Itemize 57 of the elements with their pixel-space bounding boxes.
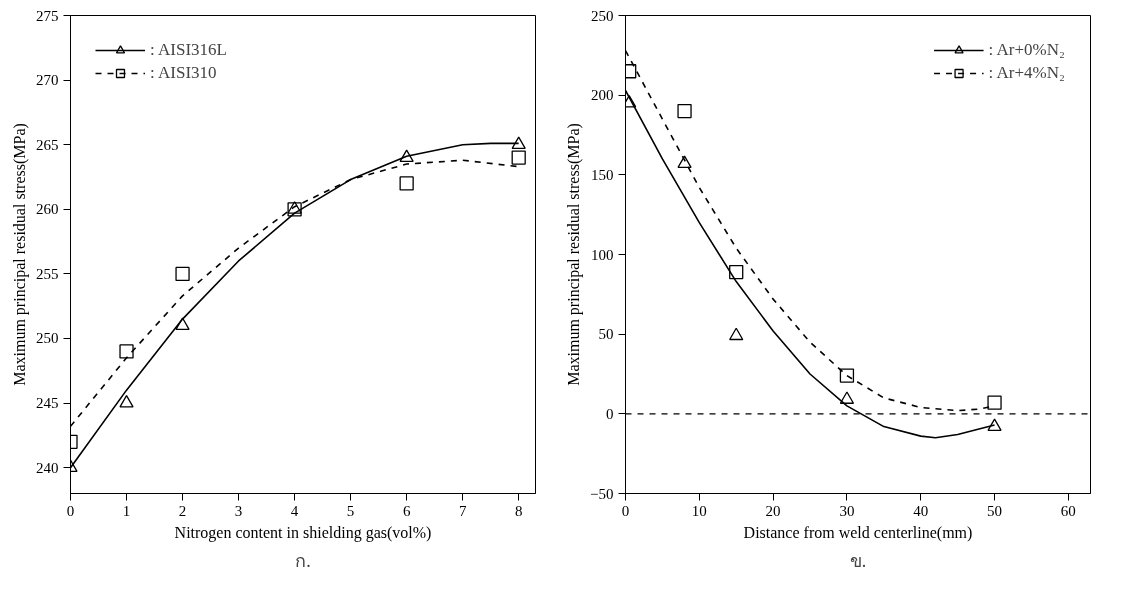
legend-label: : AISI316L xyxy=(150,40,227,60)
point xyxy=(729,264,744,280)
y-tick-label: 0 xyxy=(606,405,614,422)
point xyxy=(119,344,134,359)
x-tick-label: 3 xyxy=(234,502,243,519)
y-tick-label: 50 xyxy=(598,326,614,343)
x-tick-label: 10 xyxy=(691,502,707,519)
x-tick-label: 0 xyxy=(66,502,75,519)
y-tick-label: 275 xyxy=(36,7,59,24)
text: ก. xyxy=(295,550,311,571)
x-axis-title: Distance from weld centerline(mm) xyxy=(743,523,973,542)
point xyxy=(839,368,855,383)
x-tick-label: 40 xyxy=(913,502,929,519)
y-tick-label: 240 xyxy=(36,459,59,476)
y-tick-label: 100 xyxy=(591,246,614,263)
x-tick-label: 6 xyxy=(402,502,411,519)
x-tick-label: 8 xyxy=(514,502,523,519)
point xyxy=(839,391,855,404)
x-axis-title: Nitrogen content in shielding gas(vol%) xyxy=(174,523,432,542)
point xyxy=(511,150,526,165)
point xyxy=(729,327,744,341)
point xyxy=(175,266,190,282)
legend-label: : Ar+4%N₂ xyxy=(988,63,1065,83)
x-tick-label: 1 xyxy=(122,502,131,519)
y-tick-label: 250 xyxy=(36,330,59,347)
point xyxy=(677,155,692,169)
y-tick-label: −50 xyxy=(590,485,614,502)
x-tick-label: 20 xyxy=(765,502,781,519)
y-axis-title: Maximum principal residual stress(MPa) xyxy=(11,123,29,386)
text: ข. xyxy=(849,550,867,571)
point xyxy=(987,418,1002,431)
y-tick-label: 245 xyxy=(36,395,59,412)
x-tick-label: 0 xyxy=(621,502,630,519)
x-tick-label: 60 xyxy=(1060,502,1076,519)
y-tick-label: 255 xyxy=(36,265,59,282)
point xyxy=(677,103,692,119)
legend-label: : AISI310 xyxy=(150,63,217,83)
x-tick-label: 2 xyxy=(178,502,187,519)
x-tick-label: 5 xyxy=(346,502,355,519)
legend-label: : Ar+0%N₂ xyxy=(988,40,1065,60)
point xyxy=(511,136,526,150)
point xyxy=(119,394,134,408)
point xyxy=(399,176,414,191)
y-tick-label: 265 xyxy=(36,136,59,153)
y-tick-label: 270 xyxy=(36,72,59,89)
x-tick-label: 4 xyxy=(290,502,299,519)
x-tick-label: 7 xyxy=(458,502,467,519)
y-tick-label: 260 xyxy=(36,201,59,218)
point xyxy=(175,317,190,330)
point xyxy=(987,395,1002,410)
y-tick-label: 150 xyxy=(591,166,614,183)
x-tick-label: 50 xyxy=(987,502,1003,519)
y-tick-label: 200 xyxy=(591,87,614,104)
x-tick-label: 30 xyxy=(839,502,855,519)
y-axis-title: Maximum principal residual stress(MPa) xyxy=(565,123,584,386)
y-tick-label: 250 xyxy=(591,7,614,24)
point xyxy=(399,149,414,163)
